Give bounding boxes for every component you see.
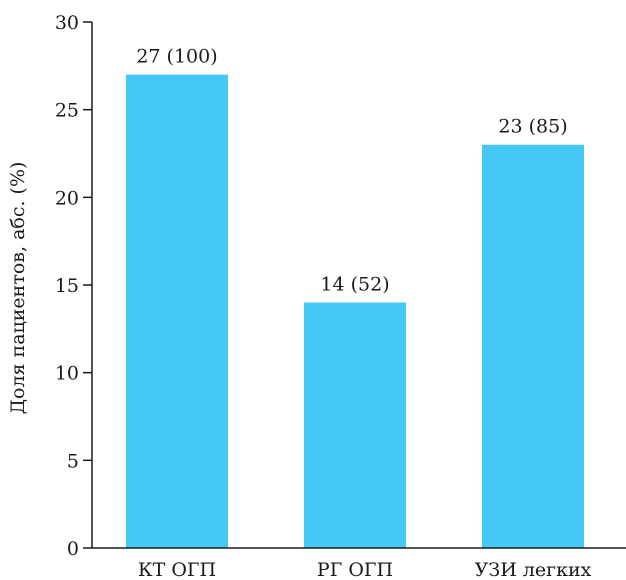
- bar-value-label: 27 (100): [136, 46, 217, 68]
- x-category-label: УЗИ легких: [475, 559, 592, 580]
- bars: [126, 74, 584, 548]
- bar: [304, 302, 406, 548]
- y-axis-title: Доля пациентов, абс. (%): [7, 162, 29, 415]
- y-tick-label: 20: [55, 187, 79, 209]
- y-axis: 0 5 10 15 20 25 30: [55, 12, 93, 560]
- y-tick-label: 15: [55, 275, 79, 297]
- x-category-label: КТ ОГП: [138, 559, 216, 580]
- y-tick-label: 25: [55, 100, 79, 122]
- x-axis: КТ ОГП РГ ОГП УЗИ легких: [92, 547, 626, 580]
- bar: [126, 74, 228, 548]
- bar: [482, 144, 584, 548]
- bar-value-label: 14 (52): [320, 274, 389, 296]
- data-labels: 27 (100) 14 (52) 23 (85): [136, 46, 567, 296]
- y-tick-label: 10: [55, 363, 79, 385]
- x-category-label: РГ ОГП: [317, 559, 393, 580]
- y-tick-label: 0: [67, 538, 79, 560]
- bar-value-label: 23 (85): [498, 116, 567, 138]
- y-tick-label: 30: [55, 12, 79, 34]
- y-tick-label: 5: [67, 450, 79, 472]
